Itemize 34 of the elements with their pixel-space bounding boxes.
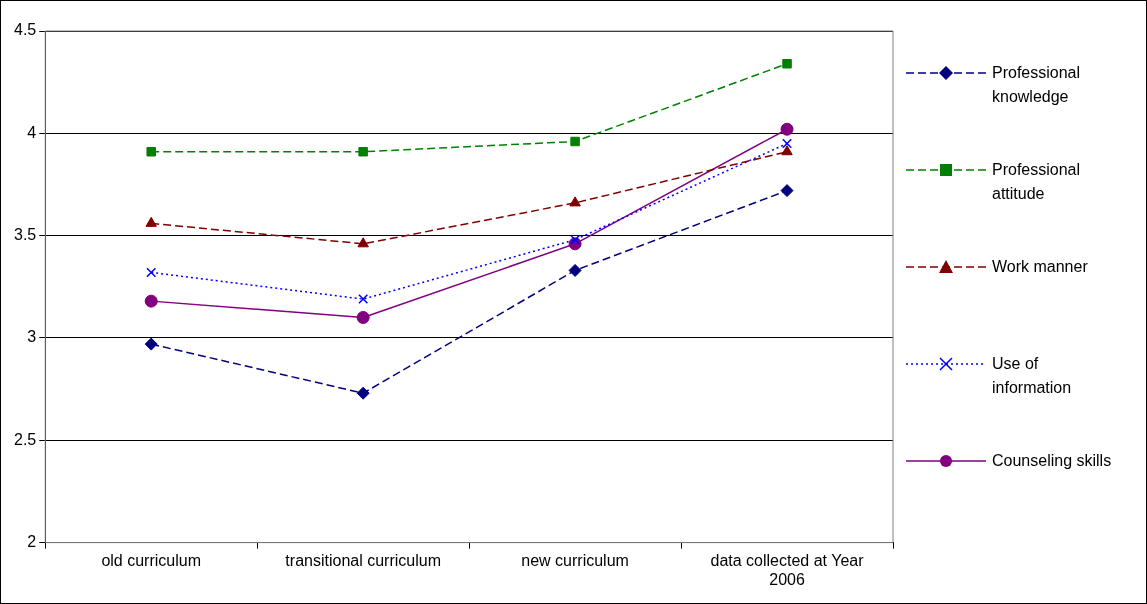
x-tick-label: data collected at Year 2006 [710, 551, 865, 588]
x-tick-label: transitional curriculum [285, 551, 441, 569]
y-tick-label: 3 [27, 328, 37, 346]
point [358, 294, 369, 305]
y-tick-label: 2.5 [13, 430, 37, 448]
legend-label: Professional knowledge [992, 63, 1082, 107]
point [782, 59, 792, 69]
x-tick-label: new curriculum [521, 551, 629, 569]
point [780, 122, 794, 136]
point [569, 196, 581, 207]
x-tick-label: old curriculum [101, 551, 202, 569]
y-tick-label: 3.5 [13, 226, 37, 244]
legend-label: Counseling skills [992, 451, 1113, 471]
point [357, 237, 369, 248]
point [144, 294, 158, 308]
legend-label: Use of information [992, 354, 1073, 398]
point [358, 147, 368, 157]
point [144, 337, 158, 351]
point [356, 386, 370, 400]
point [570, 234, 581, 245]
point [146, 267, 157, 278]
y-tick-label: 4 [27, 123, 37, 141]
point [782, 138, 793, 149]
point [570, 136, 580, 147]
point [145, 216, 157, 227]
point [568, 263, 582, 277]
point [356, 311, 370, 324]
point [146, 147, 156, 157]
y-tick-label: 2 [27, 533, 37, 551]
legend-label: Work manner [992, 257, 1089, 277]
point [780, 184, 794, 198]
y-tick-label: 4.5 [13, 21, 37, 39]
point [781, 145, 793, 156]
legend-label: Professional attitude [992, 160, 1082, 204]
